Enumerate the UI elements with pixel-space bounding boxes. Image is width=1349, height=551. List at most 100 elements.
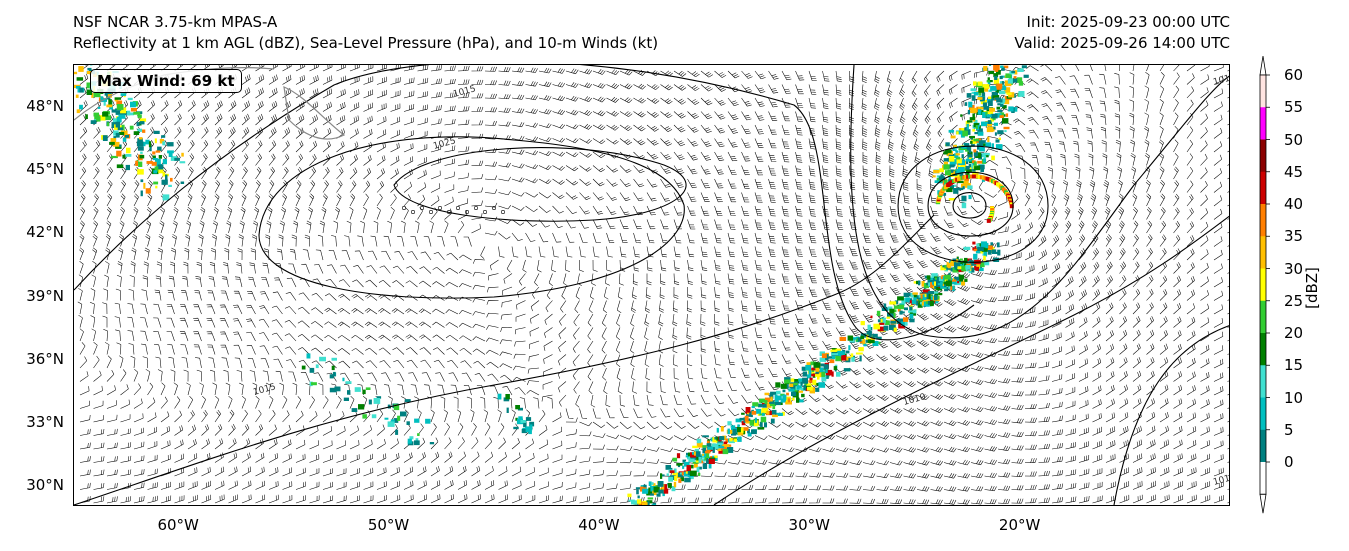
figure-title-left: NSF NCAR 3.75-km MPAS-A Reflectivity at … <box>73 12 658 54</box>
reflectivity-cell <box>730 425 736 428</box>
reflectivity-cell <box>994 75 998 80</box>
reflectivity-cell <box>904 307 908 311</box>
reflectivity-cell <box>1017 77 1023 83</box>
reflectivity-cell <box>815 366 820 372</box>
reflectivity-cell <box>342 377 345 382</box>
reflectivity-cell <box>751 410 757 415</box>
reflectivity-cell <box>940 276 944 280</box>
reflectivity-cell <box>759 421 763 427</box>
reflectivity-cell <box>928 293 931 300</box>
reflectivity-cell <box>94 116 101 122</box>
reflectivity-cell <box>852 337 857 340</box>
reflectivity-cell <box>901 321 905 326</box>
reflectivity-cell <box>965 102 968 106</box>
reflectivity-cell <box>996 83 1003 89</box>
reflectivity-cell <box>771 409 777 415</box>
reflectivity-cell <box>894 300 899 305</box>
reflectivity-cell <box>963 180 969 185</box>
reflectivity-cell <box>996 70 1001 75</box>
reflectivity-cell <box>932 175 936 178</box>
reflectivity-cell <box>977 131 984 136</box>
reflectivity-cell <box>666 473 669 476</box>
reflectivity-cell <box>966 123 969 130</box>
reflectivity-cell <box>702 445 707 448</box>
reflectivity-cell <box>788 398 790 403</box>
reflectivity-cell <box>111 155 118 159</box>
reflectivity-cell <box>961 202 967 209</box>
reflectivity-cell <box>113 141 120 147</box>
reflectivity-cell <box>120 107 127 114</box>
reflectivity-cell <box>1014 70 1018 75</box>
reflectivity-cell <box>946 262 949 268</box>
reflectivity-cell <box>762 412 765 416</box>
reflectivity-cell <box>746 414 752 417</box>
colorbar-swatch <box>1260 171 1266 205</box>
reflectivity-cell <box>950 135 956 139</box>
reflectivity-cell <box>776 412 783 416</box>
reflectivity-cell <box>354 387 361 392</box>
reflectivity-cell <box>742 430 745 435</box>
reflectivity-cell <box>829 359 835 364</box>
reflectivity-cell <box>990 113 998 119</box>
reflectivity-cell <box>648 487 651 493</box>
reflectivity-cell <box>429 442 435 445</box>
reflectivity-cell <box>698 456 702 463</box>
reflectivity-cell <box>960 146 967 149</box>
reflectivity-cell <box>712 437 718 443</box>
reflectivity-cell <box>831 353 838 356</box>
reflectivity-cell <box>980 262 985 268</box>
reflectivity-cell <box>953 262 961 268</box>
reflectivity-cell <box>414 418 420 423</box>
reflectivity-cell <box>971 163 974 169</box>
reflectivity-cell <box>955 130 963 135</box>
reflectivity-cell <box>943 179 948 184</box>
reflectivity-cell <box>102 111 109 117</box>
reflectivity-cell <box>694 463 698 468</box>
reflectivity-cell <box>964 278 968 282</box>
reflectivity-cell <box>170 156 177 161</box>
reflectivity-cell <box>855 337 859 342</box>
reflectivity-cell <box>972 241 976 245</box>
reflectivity-cell <box>115 121 120 128</box>
reflectivity-cell <box>790 378 795 382</box>
reflectivity-cell <box>781 411 785 416</box>
reflectivity-cell <box>110 138 117 144</box>
reflectivity-cell <box>973 138 979 142</box>
reflectivity-cell <box>858 347 864 352</box>
reflectivity-cell <box>130 101 136 108</box>
reflectivity-cell <box>921 281 925 287</box>
reflectivity-cell <box>960 258 963 261</box>
reflectivity-cell <box>769 393 774 399</box>
reflectivity-cell <box>741 421 746 426</box>
reflectivity-cell <box>764 392 770 396</box>
reflectivity-cell <box>973 150 978 157</box>
reflectivity-cell <box>513 426 519 430</box>
reflectivity-cell <box>139 118 147 122</box>
reflectivity-cell <box>631 500 637 505</box>
reflectivity-cell <box>104 91 112 96</box>
isobar-label: 1025 <box>432 136 457 152</box>
reflectivity-cell <box>978 87 985 93</box>
latitude-label: 30°N <box>26 475 64 494</box>
reflectivity-cell <box>934 294 938 301</box>
reflectivity-cell <box>717 442 723 446</box>
reflectivity-cell <box>945 142 950 147</box>
reflectivity-cell <box>705 450 708 454</box>
reflectivity-cell <box>995 144 1003 150</box>
reflectivity-cell <box>753 420 759 427</box>
reflectivity-cell <box>425 418 431 424</box>
reflectivity-cell <box>823 364 829 369</box>
reflectivity-cell <box>833 366 838 371</box>
reflectivity-cell <box>692 445 698 449</box>
colorbar-tick-label: 50 <box>1284 130 1304 149</box>
reflectivity-cell <box>769 400 775 404</box>
reflectivity-cell <box>521 428 528 434</box>
reflectivity-cell <box>857 337 862 342</box>
reflectivity-cell <box>737 427 742 433</box>
reflectivity-cell <box>706 456 709 462</box>
reflectivity-cell <box>139 137 143 140</box>
reflectivity-cell <box>397 415 401 421</box>
isobar-label: 1010 <box>902 392 927 408</box>
